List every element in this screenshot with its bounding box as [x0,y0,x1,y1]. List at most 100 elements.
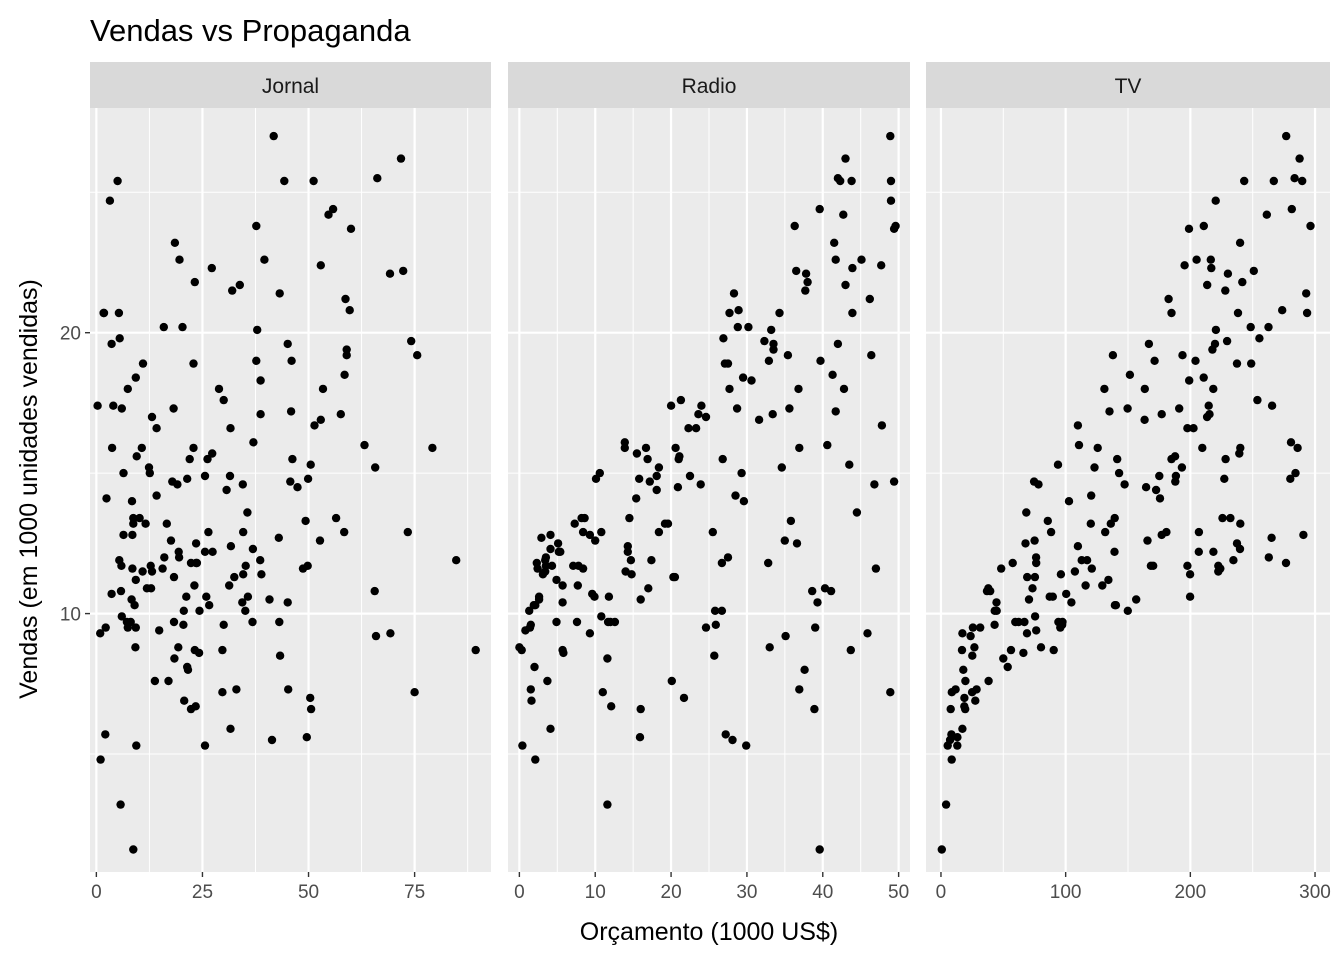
data-point [107,589,116,599]
data-point [410,688,419,697]
data-point [647,556,656,565]
x-tick-label: 10 [585,882,606,903]
data-point [572,617,582,627]
data-point [1236,519,1245,528]
data-point [738,373,748,382]
data-point [1184,224,1194,233]
data-point [179,606,188,615]
data-point [848,308,857,318]
data-point [626,556,636,565]
data-point [1031,553,1041,562]
y-tick-label: 10 [60,605,81,626]
data-point [527,696,536,705]
data-point [1144,339,1154,349]
data-point [286,407,296,416]
data-point [1220,474,1229,483]
data-point [186,558,196,568]
data-point [306,704,316,714]
data-point [1286,438,1296,447]
data-point [1101,527,1110,537]
data-point [117,612,127,621]
data-point [1214,567,1223,576]
data-point [708,527,717,537]
data-point [816,356,825,365]
data-point [1207,263,1216,273]
chart-title: Vendas vs Propaganda [90,13,411,48]
data-point [941,800,951,809]
data-point [1164,294,1173,304]
data-point [1046,527,1056,537]
data-point [1022,572,1032,582]
data-point [990,620,999,629]
data-point [531,755,540,764]
data-point [293,483,302,492]
data-point [1028,584,1037,593]
data-point [219,395,228,405]
data-point [877,421,887,430]
data-point [1155,494,1165,503]
data-point [267,735,277,745]
data-point [1192,255,1201,264]
x-tick-label: 30 [736,882,757,903]
data-point [574,561,583,570]
data-point [1211,196,1220,205]
data-point [129,513,138,523]
data-point [1132,595,1141,604]
data-point [828,370,837,379]
data-point [141,519,150,528]
data-point [340,527,349,537]
data-point [1209,547,1218,556]
data-point [739,497,749,506]
data-point [135,513,144,523]
data-point [717,558,727,568]
data-point [1269,176,1279,186]
data-point [341,294,350,304]
data-point [531,601,540,610]
data-point [192,558,202,568]
data-point [673,483,683,492]
data-point [287,356,296,365]
data-point [607,702,616,711]
data-point [1086,519,1096,528]
x-tick-label: 25 [192,882,213,903]
data-point [526,685,535,694]
data-point [1209,384,1218,394]
data-point [801,286,810,295]
x-tick-label: 40 [812,882,833,903]
data-point [101,730,110,739]
data-point [552,617,561,627]
data-point [694,410,703,419]
data-point [968,651,977,660]
data-point [132,452,141,461]
data-point [1049,645,1058,655]
data-point [471,645,480,655]
data-point [1140,384,1150,394]
data-point [553,539,563,548]
data-point [1087,564,1097,573]
data-point [697,401,706,410]
data-point [635,733,645,742]
data-point [1073,542,1083,551]
data-point [191,539,201,548]
data-point [1229,556,1238,565]
data-point [169,404,178,413]
data-point [943,741,952,750]
data-point [992,606,1001,615]
data-point [999,654,1008,663]
data-point [1295,154,1304,163]
data-point [765,643,774,652]
data-point [1067,598,1076,607]
data-point [1157,530,1166,540]
data-point [1210,339,1220,349]
data-point [235,280,244,290]
data-point [189,443,198,453]
data-point [733,322,742,332]
data-point [585,530,595,540]
data-point [109,401,118,410]
data-point [641,443,651,453]
data-point [182,592,191,601]
data-point [162,519,171,528]
data-point [208,547,217,556]
data-point [371,631,381,641]
data-point [238,480,247,489]
